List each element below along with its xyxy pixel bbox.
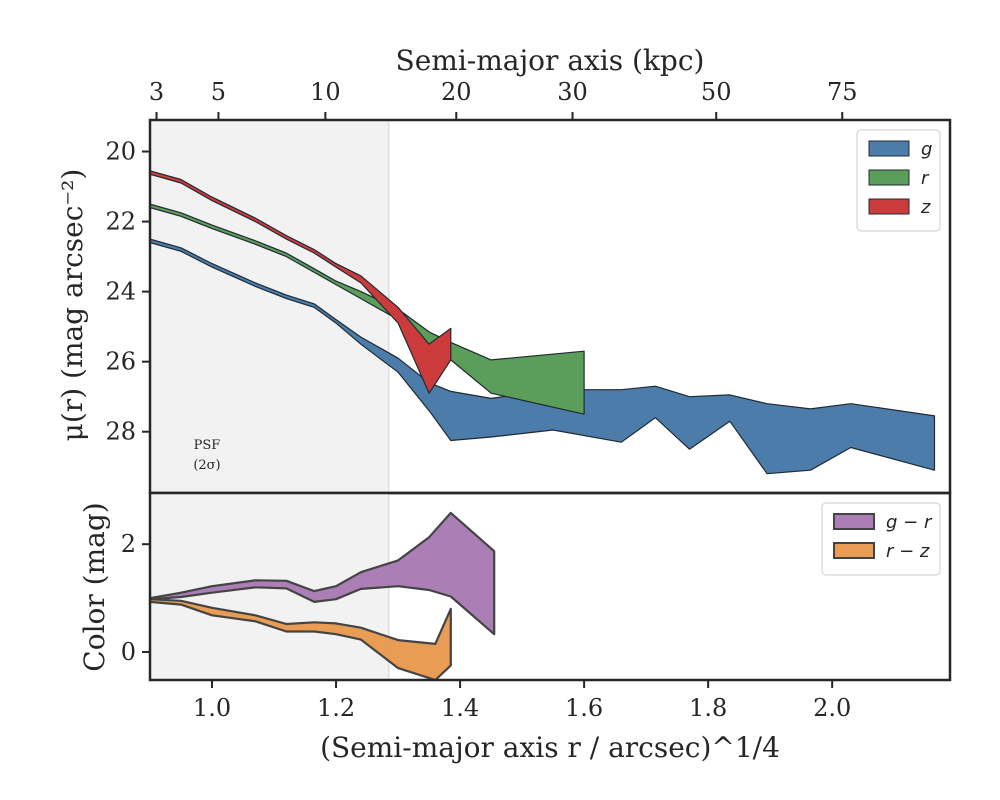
bottom-panel-frame xyxy=(148,491,952,682)
band-z xyxy=(150,170,452,394)
color-panel: 0 2 1.0 1.2 1.4 1.6 1.8 2.0 g − r r − z xyxy=(121,491,952,722)
kpc-tick-label: 5 xyxy=(211,78,226,106)
legend-swatch xyxy=(833,542,875,559)
kpc-tick-label: 10 xyxy=(310,78,341,106)
band-gr xyxy=(150,511,496,636)
psf-region-top xyxy=(150,120,389,493)
legend-swatch xyxy=(833,513,875,530)
top-axis-title: Semi-major axis (kpc) xyxy=(396,44,705,77)
legend-swatch xyxy=(868,198,910,215)
bottom-x-tick-label: 2.0 xyxy=(813,694,851,722)
bottom-panel-y-axis-title: Color (mag) xyxy=(78,502,111,671)
legend-swatch xyxy=(868,169,910,186)
axis-titles: Semi-major axis (kpc) μ(r) (mag arcsec⁻²… xyxy=(56,44,780,764)
top-y-tick-label: 26 xyxy=(105,348,136,376)
top-y-tick-label: 20 xyxy=(105,138,136,166)
top-y-tick-label: 24 xyxy=(105,278,136,306)
surface-brightness-panel: PSF (2σ) 20 22 24 26 28 3 5 10 20 30 50 75 grz xyxy=(105,78,952,495)
legend-label: g xyxy=(921,139,932,160)
kpc-tick-label: 3 xyxy=(149,78,164,106)
kpc-tick-label: 20 xyxy=(441,78,472,106)
top-y-tick-label: 28 xyxy=(105,418,136,446)
kpc-tick-label: 75 xyxy=(827,78,858,106)
bottom-axis-title: (Semi-major axis r / arcsec)^1/4 xyxy=(320,731,780,764)
psf-sigma-label: (2σ) xyxy=(193,458,220,473)
bottom-x-tick-label: 1.8 xyxy=(689,694,727,722)
legend-label: r − z xyxy=(886,541,930,562)
legend-label: r xyxy=(921,168,930,189)
top-panel-y-axis-title: μ(r) (mag arcsec⁻²) xyxy=(56,169,89,442)
kpc-tick-label: 30 xyxy=(557,78,588,106)
kpc-tick-label: 50 xyxy=(701,78,732,106)
legend-label: g − r xyxy=(886,512,933,533)
psf-label: PSF xyxy=(194,438,221,453)
legend-swatch xyxy=(868,140,910,157)
bottom-y-tick-label: 2 xyxy=(121,530,136,558)
bottom-x-tick-label: 1.2 xyxy=(317,694,355,722)
band-g xyxy=(150,238,936,475)
legend-label: z xyxy=(920,197,931,218)
bottom-x-tick-label: 1.0 xyxy=(193,694,231,722)
bottom-x-tick-label: 1.6 xyxy=(565,694,603,722)
bottom-y-tick-label: 0 xyxy=(121,638,136,666)
bottom-x-tick-label: 1.4 xyxy=(441,694,479,722)
top-y-tick-label: 22 xyxy=(105,208,136,236)
band-rz xyxy=(150,598,452,680)
band-r xyxy=(150,203,585,415)
